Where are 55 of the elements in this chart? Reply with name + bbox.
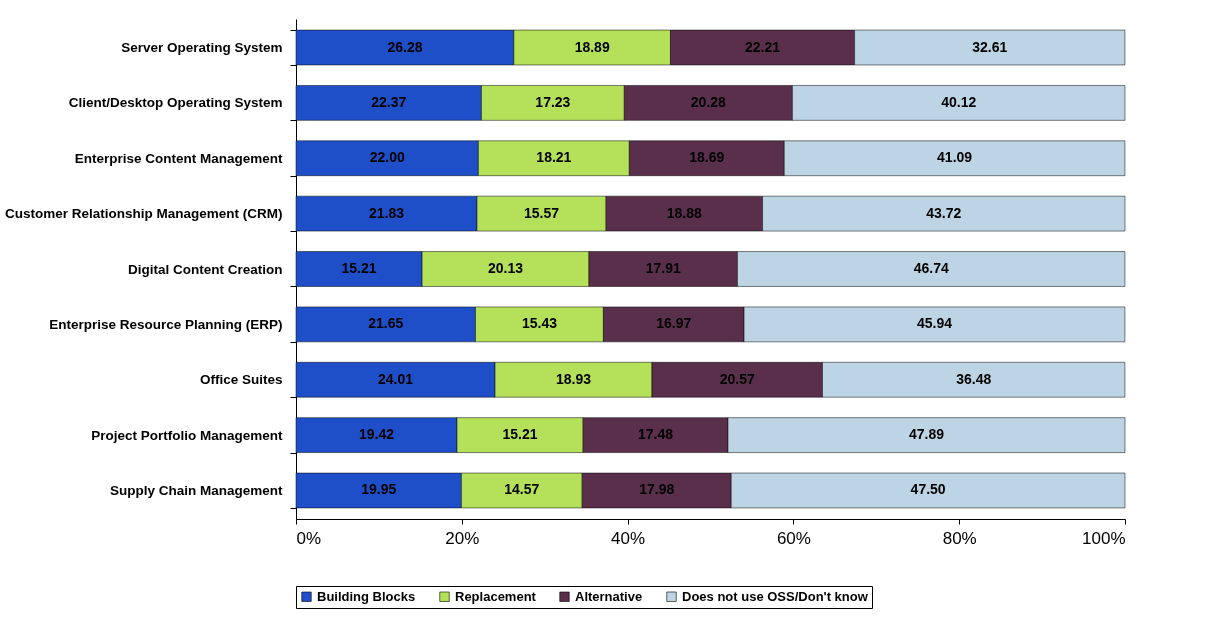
data-label: 17.48	[638, 426, 674, 443]
data-label: 45.94	[916, 315, 953, 332]
data-label: 18.69	[689, 149, 725, 166]
data-label: 22.21	[745, 38, 781, 55]
data-label: 43.72	[926, 204, 962, 221]
data-label: 15.21	[502, 426, 538, 443]
legend-label: Does not use OSS/Don't know	[682, 588, 869, 604]
data-label: 14.57	[504, 481, 540, 498]
y-tick-label: Digital Content Creation	[128, 261, 283, 277]
data-label: 21.83	[368, 204, 405, 221]
data-label: 36.48	[956, 370, 992, 387]
data-label: 18.21	[536, 149, 572, 166]
data-label: 18.88	[666, 204, 703, 221]
data-label: 20.57	[719, 370, 755, 387]
y-tick-label: Office Suites	[199, 372, 283, 388]
data-label: 19.42	[358, 426, 395, 443]
data-label: 15.43	[521, 315, 558, 332]
y-tick-label: Supply Chain Management	[109, 482, 283, 498]
data-label: 20.13	[488, 260, 524, 276]
y-tick-label: Client/Desktop Operating System	[68, 95, 283, 111]
data-label: 15.57	[523, 204, 560, 221]
data-label: 20.28	[690, 93, 727, 110]
data-label: 17.23	[535, 93, 571, 110]
data-label: 17.98	[639, 481, 675, 498]
data-label: 26.28	[387, 38, 423, 55]
data-label: 32.61	[972, 38, 1008, 55]
y-tick-label: Server Operating System	[121, 40, 283, 56]
data-label: 22.37	[371, 93, 407, 110]
data-label: 47.89	[908, 426, 945, 443]
data-label: 47.50	[910, 481, 946, 498]
data-label: 15.21	[341, 260, 377, 276]
legend-label: Alternative	[575, 588, 643, 604]
x-tick-label: 0%	[296, 528, 322, 548]
x-tick-label: 40%	[611, 528, 646, 548]
data-label: 21.65	[368, 315, 404, 332]
x-tick-label: 80%	[942, 528, 977, 548]
data-label: 19.95	[361, 481, 397, 498]
data-label: 24.01	[378, 370, 414, 387]
data-label: 17.91	[645, 260, 681, 276]
y-tick-label: Project Portfolio Management	[91, 427, 283, 443]
data-label: 18.89	[574, 38, 610, 55]
legend-label: Replacement	[455, 588, 537, 604]
x-tick-label: 60%	[776, 528, 811, 548]
data-label: 16.97	[656, 315, 692, 332]
data-label: 40.12	[941, 93, 977, 110]
data-label: 18.93	[555, 370, 592, 387]
y-tick-label: Enterprise Resource Planning (ERP)	[49, 316, 283, 332]
y-tick-label: Enterprise Content Management	[74, 150, 283, 166]
data-label: 22.00	[369, 149, 405, 166]
x-tick-label: 100%	[1082, 528, 1126, 548]
legend-label: Building Blocks	[317, 588, 416, 604]
data-label: 41.09	[937, 149, 973, 166]
data-label: 46.74	[913, 260, 949, 276]
y-tick-label: Customer Relationship Management (CRM)	[4, 206, 283, 222]
x-tick-label: 20%	[445, 528, 480, 548]
